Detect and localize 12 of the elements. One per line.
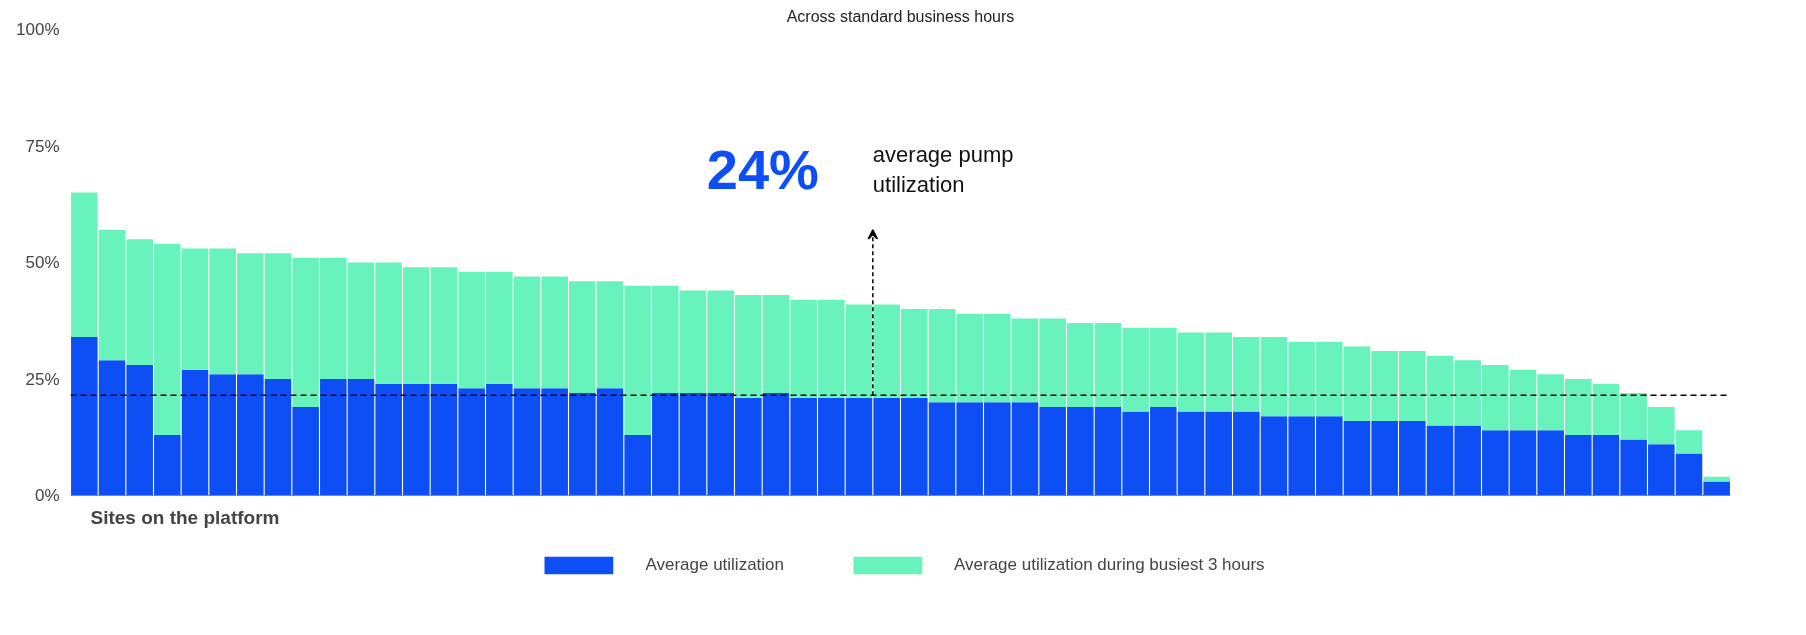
legend-label: Average utilization during busiest 3 hours [954, 555, 1265, 575]
y-tick-label: 25% [25, 369, 60, 389]
x-axis-title: Sites on the platform [90, 506, 280, 528]
y-tick-label: 0% [34, 486, 60, 505]
y-tick-label: 50% [25, 253, 60, 272]
legend-label: Average utilization [645, 555, 784, 575]
chart-title: Across standard business hours [786, 7, 1015, 25]
bar [1703, 476, 1730, 482]
annotation: average pump utilization [872, 141, 1014, 197]
annotation: 24% [706, 137, 819, 201]
y-tick-label: 75% [25, 136, 60, 156]
y-tick-label: 100% [16, 20, 60, 39]
